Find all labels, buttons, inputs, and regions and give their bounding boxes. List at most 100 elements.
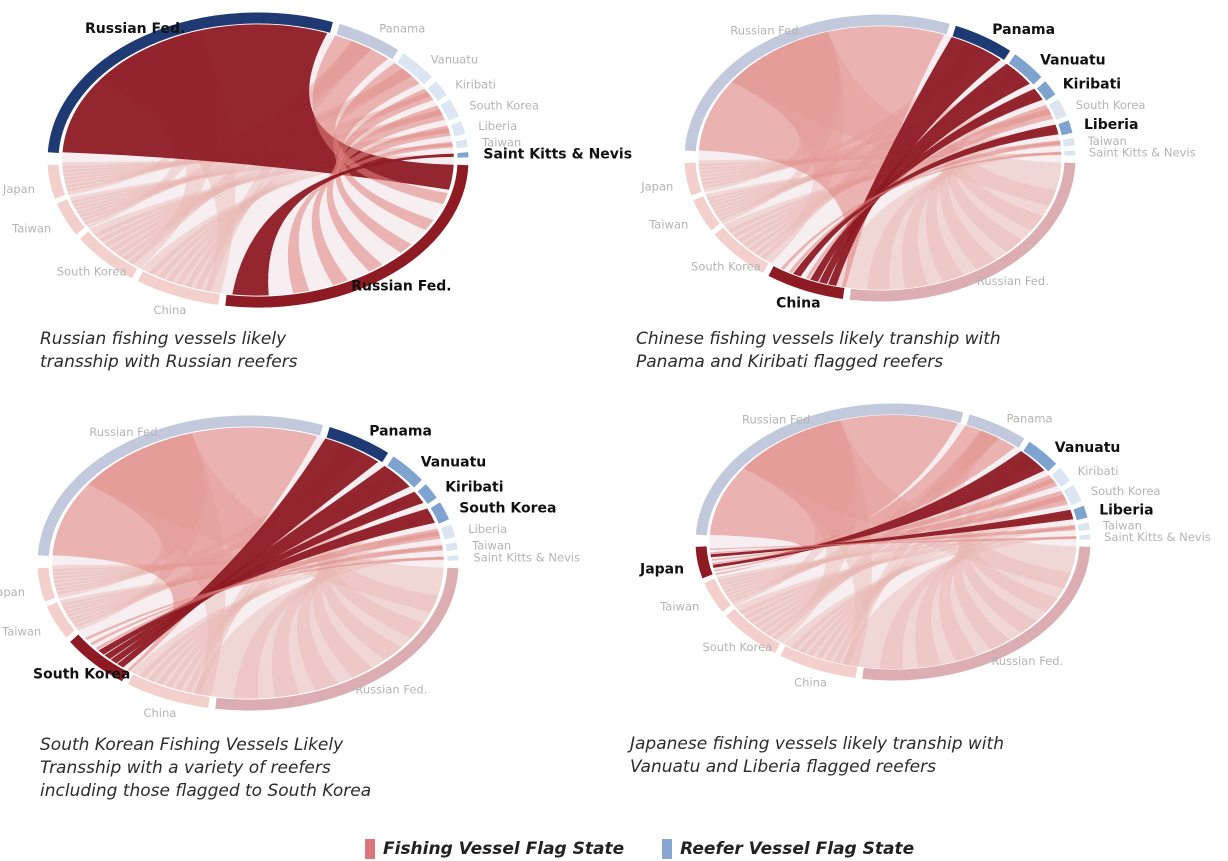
chord-ribbon bbox=[879, 526, 1076, 670]
chord-ribbon-russian-fed bbox=[698, 26, 945, 288]
reefer-arc-vanuatu bbox=[387, 456, 422, 488]
reefer-label-panama: Panama bbox=[1007, 412, 1053, 426]
chord-ribbon bbox=[63, 91, 431, 184]
chord-ribbon-taiwan bbox=[710, 525, 1076, 554]
fishing-label-japan: Japan bbox=[640, 179, 673, 193]
fishing-label-russian-fed: Russian Fed. bbox=[977, 274, 1049, 288]
chord-panel-3: Russian Fed. Panama Vanuatu Kiribati South K… bbox=[0, 408, 614, 828]
legend-item-fishing: Fishing Vessel Flag State bbox=[365, 839, 624, 859]
chord-ribbon bbox=[939, 91, 1041, 270]
chord-diagram-3: Russian Fed. Panama Vanuatu Kiribati South K… bbox=[0, 415, 580, 720]
reefer-arc-russian-fed bbox=[684, 14, 950, 152]
reefer-label-liberia: Liberia bbox=[1084, 117, 1138, 133]
chord-ribbon-liberia bbox=[311, 125, 451, 286]
chord-ribbon-south-korea bbox=[98, 508, 435, 655]
chord-ribbon-kiribati bbox=[810, 88, 1043, 282]
chord-ribbon bbox=[866, 141, 1061, 290]
reefer-arc-south-korea bbox=[1048, 99, 1067, 120]
reefer-arc-liberia bbox=[440, 524, 456, 540]
reefer-arc-russian-fed bbox=[37, 415, 323, 557]
reefer-label-saint-kitts-nevis: Saint Kitts & Nevis bbox=[1104, 530, 1211, 544]
reefer-label-vanuatu: Vanuatu bbox=[431, 53, 478, 67]
chord-ribbon bbox=[829, 152, 1062, 290]
reefer-arc-vanuatu bbox=[397, 53, 432, 85]
fishing-arc-taiwan bbox=[56, 199, 85, 235]
fishing-label-taiwan: Taiwan bbox=[659, 599, 699, 613]
chord-ribbon-south-korea bbox=[805, 105, 1054, 280]
fishing-arc-taiwan bbox=[693, 196, 720, 231]
reefer-arc-south-korea bbox=[1063, 484, 1082, 506]
chord-ribbon bbox=[699, 108, 1052, 178]
chord-ribbon bbox=[53, 494, 421, 587]
reefer-label-russian-fed: Russian Fed. bbox=[742, 412, 814, 426]
fishing-arc-russian-fed bbox=[225, 164, 469, 308]
reefer-arc-panama bbox=[326, 427, 389, 463]
chart-caption-4: Japanese fishing vessels likely tranship… bbox=[630, 734, 1004, 777]
chord-ribbon bbox=[938, 494, 1066, 662]
fishing-arc-south-korea bbox=[714, 227, 769, 274]
chord-ribbon bbox=[165, 494, 421, 691]
reefer-arc-taiwan bbox=[455, 139, 468, 149]
chord-ribbon-vanuatu bbox=[712, 451, 1045, 568]
chart-caption-3: South Korean Fishing Vessels Likely Tran… bbox=[40, 735, 372, 801]
chord-ribbon-south-korea bbox=[326, 105, 445, 272]
chord-ribbon bbox=[116, 68, 412, 261]
legend-item-reefer: Reefer Vessel Flag State bbox=[662, 839, 914, 859]
fishing-label-south-korea: South Korea bbox=[33, 667, 130, 683]
reefer-label-russian-fed: Russian Fed. bbox=[85, 21, 185, 37]
chord-ribbon bbox=[723, 478, 1055, 596]
chord-ribbon bbox=[193, 557, 444, 699]
fishing-label-taiwan: Taiwan bbox=[1, 624, 41, 638]
chord-ribbon-russian-fed bbox=[709, 415, 958, 575]
reefer-arc-panama bbox=[336, 24, 399, 60]
fishing-arc-south-korea bbox=[80, 231, 138, 279]
reefer-arc-south-korea bbox=[430, 502, 450, 524]
reefer-label-kiribati: Kiribati bbox=[445, 479, 503, 495]
chord-ribbon bbox=[62, 128, 450, 177]
fishing-label-south-korea: South Korea bbox=[702, 640, 772, 654]
reefer-arc-liberia bbox=[1058, 120, 1073, 136]
fishing-label-japan: Japan bbox=[639, 562, 684, 578]
reefer-label-saint-kitts-nevis: Saint Kitts & Nevis bbox=[473, 551, 580, 565]
chord-ribbon bbox=[63, 109, 443, 180]
reefer-label-panama: Panama bbox=[369, 423, 432, 439]
fishing-label-china: China bbox=[143, 706, 176, 720]
reefer-label-taiwan: Taiwan bbox=[1087, 134, 1127, 148]
chord-ribbon bbox=[307, 444, 438, 638]
chord-ribbon-russian-fed bbox=[52, 427, 318, 672]
chord-ribbon-vanuatu bbox=[819, 63, 1030, 285]
fishing-label-china: China bbox=[776, 296, 820, 312]
fishing-label-japan: Japan bbox=[0, 585, 25, 599]
chord-panel-4: Russian Fed. Panama Vanuatu Kiribati South K… bbox=[614, 390, 1228, 810]
fishing-label-china: China bbox=[794, 676, 827, 690]
fishing-arc-russian-fed bbox=[215, 567, 459, 711]
chord-ribbon-russian-fed bbox=[62, 24, 454, 190]
chord-ribbon bbox=[53, 512, 433, 583]
fishing-arc-russian-fed bbox=[849, 162, 1076, 302]
chord-panel-1: Russian Fed. Panama Vanuatu Kiribati South K… bbox=[0, 0, 632, 420]
reefer-label-taiwan: Taiwan bbox=[481, 135, 521, 149]
reefer-label-kiribati: Kiribati bbox=[455, 77, 496, 91]
chord-ribbon-panama bbox=[828, 37, 1001, 286]
reefer-label-liberia: Liberia bbox=[468, 522, 507, 536]
fishing-label-russian-fed: Russian Fed. bbox=[351, 279, 451, 295]
chart-caption-2: Chinese fishing vessels likely tranship … bbox=[636, 329, 1001, 372]
chord-ribbon bbox=[902, 127, 1058, 289]
reefer-label-kiribati: Kiribati bbox=[1078, 464, 1119, 478]
chord-ribbon bbox=[175, 471, 402, 693]
chord-ribbon bbox=[958, 456, 1058, 633]
reefer-label-vanuatu: Vanuatu bbox=[1055, 440, 1121, 456]
fishing-label-south-korea: South Korea bbox=[57, 265, 127, 279]
legend-swatch-reefer bbox=[662, 839, 673, 859]
chord-ribbon-liberia bbox=[710, 509, 1074, 558]
chord-diagram-1: Russian Fed. Panama Vanuatu Kiribati South K… bbox=[2, 12, 632, 317]
chord-ribbon-vanuatu bbox=[110, 465, 410, 664]
reefer-label-taiwan: Taiwan bbox=[471, 538, 511, 552]
chord-ribbon bbox=[297, 512, 433, 691]
fishing-arc-taiwan bbox=[46, 602, 75, 638]
chord-ribbon bbox=[233, 546, 443, 699]
reefer-label-vanuatu: Vanuatu bbox=[1040, 52, 1106, 68]
fishing-arc-china bbox=[137, 271, 220, 305]
legend-swatch-fishing bbox=[365, 839, 375, 859]
